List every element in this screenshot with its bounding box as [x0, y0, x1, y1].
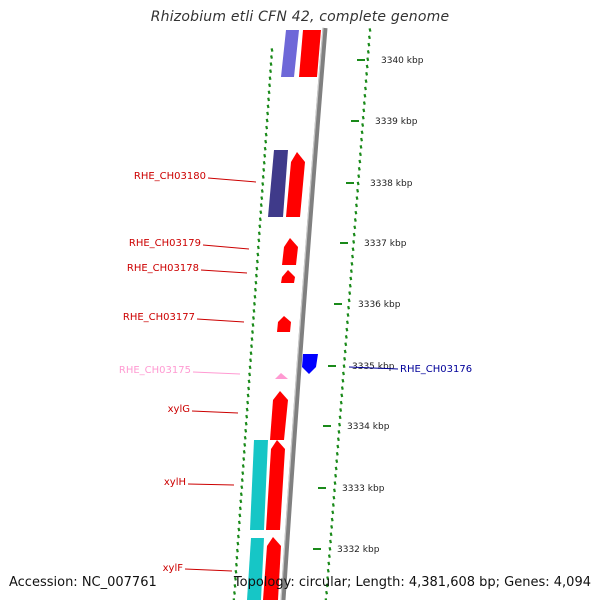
inner-scale-circle	[232, 48, 274, 600]
gene-label-leader	[202, 244, 250, 250]
gene-arrow-forward	[270, 391, 288, 440]
backbone-highlight	[280, 27, 324, 600]
gene-arrow-forward	[286, 152, 305, 217]
scale-tick-label: 3333 kbp	[342, 484, 385, 494]
gene-label[interactable]: RHE_CH03176	[400, 364, 472, 375]
gene-label[interactable]: RHE_CH03178	[127, 263, 199, 274]
cog-bar	[281, 30, 299, 77]
gene-label[interactable]: xylG	[168, 404, 190, 415]
gene-label-leader	[192, 371, 241, 375]
gene-label[interactable]: RHE_CH03175	[119, 365, 191, 376]
genome-backbone	[280, 27, 328, 600]
gene-label-leader	[184, 568, 233, 572]
gene-label-leader	[200, 269, 248, 274]
scale-tick-label: 3335 kbp	[352, 362, 395, 372]
gene-label[interactable]: xylH	[164, 477, 186, 488]
accession-label: Accession: NC_007761	[9, 575, 157, 590]
gene-arrow-forward	[277, 316, 291, 332]
gene-arrow-forward	[266, 440, 285, 530]
scale-tick-label: 3334 kbp	[347, 422, 390, 432]
gene-arrow-reverse	[302, 354, 318, 374]
cog-bar	[268, 150, 288, 217]
gene-arrow-forward	[281, 270, 295, 283]
gene-label-leader	[187, 483, 235, 486]
gene-arrow-forward	[282, 238, 298, 265]
scale-tick-label: 3340 kbp	[381, 56, 424, 66]
gene-arrow-forward	[299, 30, 321, 77]
cog-bar	[247, 538, 264, 600]
genome-summary: Topology: circular; Length: 4,381,608 bp…	[233, 575, 591, 590]
scale-tick-label: 3336 kbp	[358, 300, 401, 310]
scale-tick-label: 3337 kbp	[364, 239, 407, 249]
scale-tick-label: 3332 kbp	[337, 545, 380, 555]
gene-arrow-forward	[263, 537, 281, 600]
cog-bar	[250, 440, 268, 530]
gene-label-leader	[348, 366, 399, 370]
gene-label-leader	[191, 410, 239, 414]
gene-label[interactable]: RHE_CH03180	[134, 171, 206, 182]
scale-tick-label: 3338 kbp	[370, 179, 413, 189]
gene-label-leader	[196, 318, 245, 323]
gene-label-leader	[207, 177, 257, 183]
gene-label[interactable]: RHE_CH03179	[129, 238, 201, 249]
gene-label[interactable]: xylF	[163, 563, 184, 574]
scale-tick-label: 3339 kbp	[375, 117, 418, 127]
gene-label[interactable]: RHE_CH03177	[123, 312, 195, 323]
map-title: Rhizobium etli CFN 42, complete genome	[150, 9, 450, 25]
rrna-feature	[275, 373, 288, 379]
outer-scale-circle	[324, 28, 372, 600]
